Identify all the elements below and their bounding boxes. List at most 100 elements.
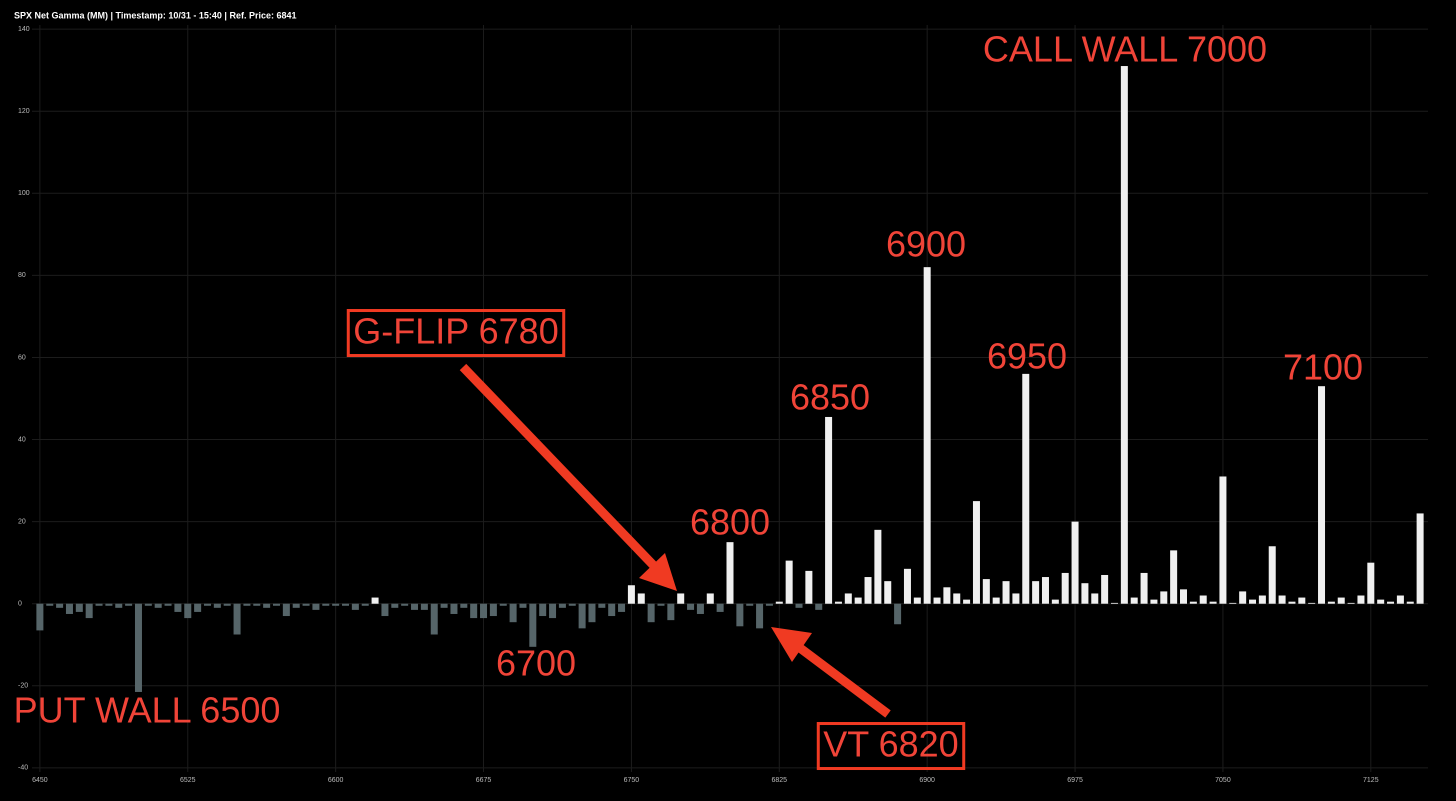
arrow-head xyxy=(639,553,677,591)
bar xyxy=(746,603,754,606)
annotation-box xyxy=(346,309,566,358)
bar xyxy=(1209,601,1217,604)
bar xyxy=(795,603,803,608)
arrows xyxy=(459,363,891,718)
bar xyxy=(401,603,409,606)
bar xyxy=(529,603,537,647)
bar xyxy=(687,603,695,610)
bar xyxy=(588,603,596,623)
bar xyxy=(1268,546,1276,604)
x-tick-label: 7125 xyxy=(1363,777,1379,784)
annotation: 6950 xyxy=(987,336,1067,377)
y-tick-label: -40 xyxy=(18,765,28,772)
bar xyxy=(933,597,941,604)
bar xyxy=(834,601,842,604)
bar xyxy=(134,603,142,692)
bar xyxy=(647,603,655,623)
bar xyxy=(263,603,271,608)
x-tick-label: 7050 xyxy=(1215,777,1231,784)
y-tick-label: 60 xyxy=(18,354,26,361)
bar xyxy=(1061,572,1069,604)
bar xyxy=(756,603,764,629)
bar xyxy=(539,603,547,617)
bar xyxy=(351,603,359,610)
bar xyxy=(677,593,685,604)
bar xyxy=(174,603,182,612)
bar xyxy=(302,603,310,606)
x-tick-label: 6450 xyxy=(32,777,48,784)
y-tick-label: 120 xyxy=(18,108,30,115)
bar xyxy=(1160,591,1168,604)
bar xyxy=(253,603,261,606)
y-tick-label: 80 xyxy=(18,272,26,279)
bar xyxy=(894,603,902,625)
bar xyxy=(657,603,665,606)
bar xyxy=(115,603,123,608)
bar xyxy=(1051,599,1059,604)
bar xyxy=(46,603,54,606)
bar xyxy=(1012,593,1020,604)
annotation: 6900 xyxy=(886,224,966,265)
bar xyxy=(1229,602,1237,604)
bar xyxy=(361,603,369,606)
bar xyxy=(184,603,192,619)
y-tick-label: -20 xyxy=(18,683,28,690)
bar xyxy=(598,603,606,608)
annotation: 6700 xyxy=(496,643,576,684)
bar xyxy=(65,603,73,614)
annotation: VT 6820 xyxy=(823,724,958,765)
bar xyxy=(509,603,517,623)
bar xyxy=(815,603,823,610)
x-tick-label: 6525 xyxy=(180,777,196,784)
bar xyxy=(1288,601,1296,604)
bar xyxy=(1120,66,1128,604)
bar xyxy=(1416,513,1424,604)
bar xyxy=(1041,577,1049,604)
bar xyxy=(637,593,645,604)
bar xyxy=(1110,602,1118,604)
bar xyxy=(282,603,290,617)
annotation-box xyxy=(816,722,966,771)
x-tick-label: 6600 xyxy=(328,777,344,784)
bar xyxy=(1081,583,1089,604)
bar xyxy=(519,603,527,608)
chart-title: SPX Net Gamma (MM) | Timestamp: 10/31 - … xyxy=(14,10,296,20)
annotation: 6850 xyxy=(790,377,870,418)
bar xyxy=(1002,581,1010,604)
bar xyxy=(1278,595,1286,604)
bar xyxy=(213,603,221,608)
bar xyxy=(489,603,497,617)
bar xyxy=(36,603,44,631)
bar xyxy=(854,597,862,604)
bar xyxy=(963,599,971,604)
bar xyxy=(864,577,872,604)
bar xyxy=(1249,599,1257,604)
bar xyxy=(1298,597,1306,604)
y-tick-label: 20 xyxy=(18,518,26,525)
bar xyxy=(1367,562,1375,604)
bar xyxy=(1219,476,1227,604)
bar xyxy=(805,570,813,604)
bar xyxy=(420,603,428,610)
annotation: 7100 xyxy=(1283,347,1363,388)
bar xyxy=(480,603,488,619)
bar xyxy=(627,585,635,604)
bar xyxy=(608,603,616,617)
bar xyxy=(1308,602,1316,604)
bar xyxy=(95,603,103,606)
bar xyxy=(716,603,724,612)
bar xyxy=(982,579,990,604)
bar xyxy=(85,603,93,619)
bar xyxy=(874,529,882,604)
x-tick-label: 6750 xyxy=(624,777,640,784)
x-tick-label: 6675 xyxy=(476,777,492,784)
bar xyxy=(56,603,64,608)
bar xyxy=(903,568,911,604)
bar xyxy=(953,593,961,604)
bar xyxy=(1357,595,1365,604)
bar xyxy=(391,603,399,608)
arrow xyxy=(797,644,891,718)
bar xyxy=(825,416,833,604)
bar xyxy=(1318,386,1326,604)
bar xyxy=(194,603,202,612)
